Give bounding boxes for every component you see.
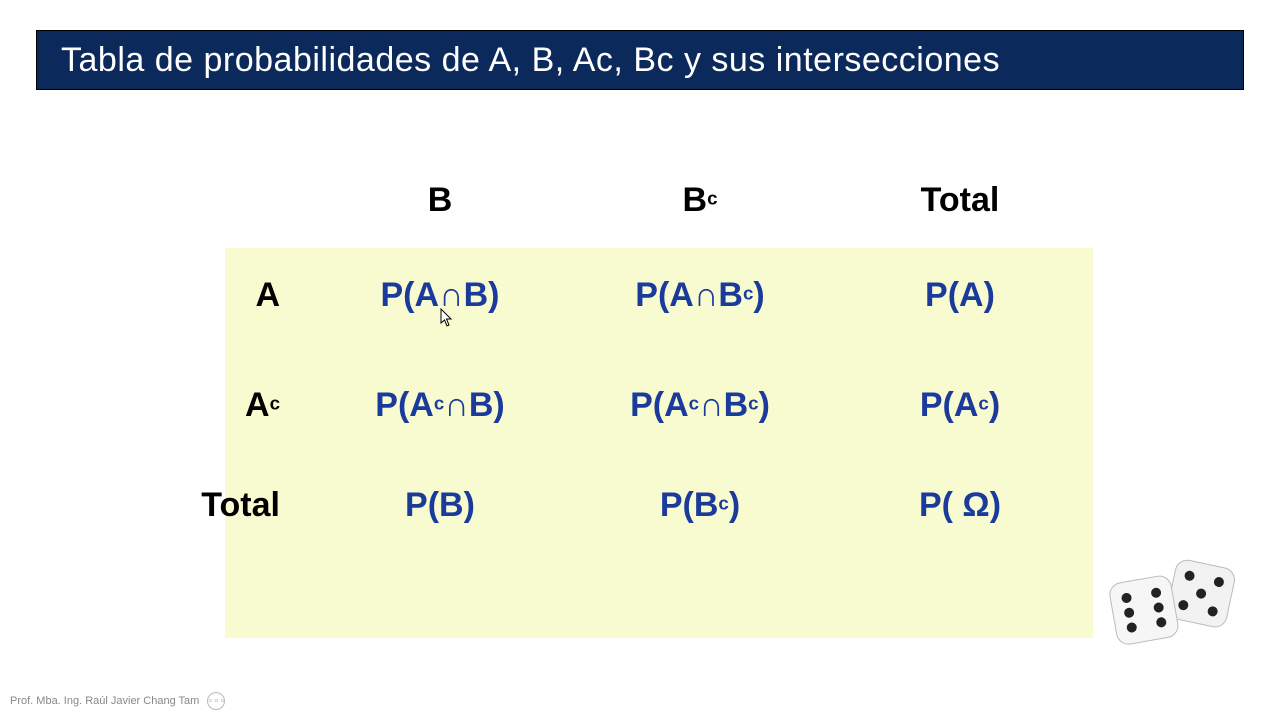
footer: Prof. Mba. Ing. Raúl Javier Chang Tam ∘∘…: [10, 692, 225, 710]
dice-icon: [1100, 550, 1250, 660]
cell-total-B: P(B): [405, 486, 475, 525]
cell-total-Bc: P(Bc): [660, 486, 740, 525]
row-header-Ac: Ac: [245, 386, 310, 425]
slide-title: Tabla de probabilidades de A, B, Ac, Bc …: [61, 41, 1000, 80]
footer-menu-button[interactable]: ∘∘∘: [207, 692, 225, 710]
cell-A-Bc: P(A∩Bc): [635, 276, 764, 315]
cell-A-total: P(A): [925, 276, 995, 315]
probability-table: B Bc Total A P(A∩B) P(A∩Bc) P(A) Ac P(Ac…: [150, 160, 1110, 550]
col-header-total: Total: [921, 181, 1000, 220]
cell-Ac-total: P(Ac): [920, 386, 1000, 425]
cursor-icon: [440, 308, 454, 328]
col-header-Bc: Bc: [683, 181, 718, 220]
row-header-A: A: [255, 276, 310, 315]
cell-Ac-B: P(Ac∩B): [375, 386, 504, 425]
cell-total-total: P( Ω): [919, 486, 1001, 525]
col-header-B: B: [428, 181, 453, 220]
title-bar: Tabla de probabilidades de A, B, Ac, Bc …: [36, 30, 1244, 90]
row-header-total: Total: [201, 486, 310, 525]
footer-author: Prof. Mba. Ing. Raúl Javier Chang Tam: [10, 695, 199, 707]
cell-Ac-Bc: P(Ac∩Bc): [630, 386, 770, 425]
slide: Tabla de probabilidades de A, B, Ac, Bc …: [0, 0, 1280, 720]
